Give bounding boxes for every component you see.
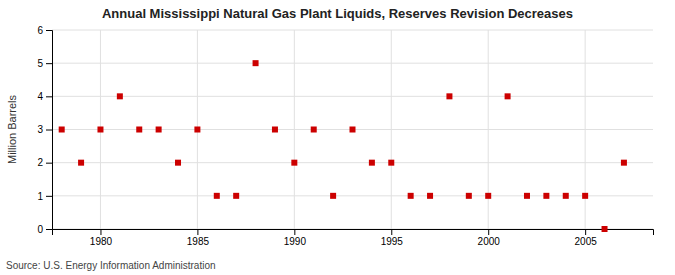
tick-mark xyxy=(46,163,52,164)
grid-line xyxy=(52,30,653,31)
tick: 4 xyxy=(37,91,52,102)
tick-mark xyxy=(100,229,101,235)
tick: 1995 xyxy=(381,229,404,247)
tick-mark xyxy=(46,130,52,131)
tick-mark xyxy=(46,30,52,31)
point xyxy=(175,160,181,166)
y-axis-title: Million Barrels xyxy=(6,94,18,164)
point xyxy=(330,193,336,199)
point xyxy=(136,127,142,133)
point xyxy=(253,60,259,66)
point xyxy=(524,193,530,199)
plot-area: 1980 1985 1990 1995 2000 2005 0 1 2 3 4 5 6 xyxy=(37,25,653,247)
point xyxy=(272,127,278,133)
point xyxy=(446,93,452,99)
chart: 1980 1985 1990 1995 2000 2005 0 1 2 3 4 5 6 Annual Mi… xyxy=(0,0,675,275)
point xyxy=(369,160,375,166)
tick-mark xyxy=(46,229,52,230)
point xyxy=(311,127,317,133)
tick: 2 xyxy=(37,157,52,168)
annotation: Source: U.S. Energy Information Administ… xyxy=(6,260,216,271)
tick-label: 1980 xyxy=(90,236,113,247)
point xyxy=(233,193,239,199)
grid-line xyxy=(294,30,295,229)
tick: 3 xyxy=(37,124,52,135)
tick-label: 1995 xyxy=(381,236,404,247)
grid-line xyxy=(52,63,653,64)
tick-mark xyxy=(46,96,52,97)
point xyxy=(214,193,220,199)
tick: 1 xyxy=(37,191,52,202)
point xyxy=(156,127,162,133)
title: Annual Mississippi Natural Gas Plant Liq… xyxy=(102,6,573,21)
tick: 5 xyxy=(37,58,52,69)
axis-line xyxy=(53,230,654,236)
point xyxy=(466,193,472,199)
tick: 6 xyxy=(37,25,52,36)
tick: 1980 xyxy=(90,229,113,247)
point xyxy=(543,193,549,199)
grid-line xyxy=(391,30,392,229)
tick-label: 0 xyxy=(37,224,43,235)
tick: 1990 xyxy=(284,229,307,247)
tick-mark xyxy=(46,196,52,197)
point xyxy=(427,193,433,199)
point xyxy=(78,160,84,166)
point xyxy=(388,160,394,166)
grid-line xyxy=(52,96,653,97)
tick-mark xyxy=(197,229,198,235)
grid-line xyxy=(585,30,586,229)
point xyxy=(291,160,297,166)
grid xyxy=(52,30,653,229)
point xyxy=(59,127,65,133)
tick: 0 xyxy=(37,224,52,235)
y-axis: 0 1 2 3 4 5 6 xyxy=(37,25,52,235)
tick-label: 2 xyxy=(37,157,43,168)
points xyxy=(59,60,627,232)
tick-mark xyxy=(294,229,295,235)
point xyxy=(582,193,588,199)
grid-line xyxy=(488,30,489,229)
tick-label: 1990 xyxy=(284,236,307,247)
point xyxy=(194,127,200,133)
x-axis: 1980 1985 1990 1995 2000 2005 xyxy=(53,229,654,247)
tick-label: 4 xyxy=(37,91,43,102)
point xyxy=(602,226,608,232)
point xyxy=(485,193,491,199)
tick-mark xyxy=(391,229,392,235)
point xyxy=(117,93,123,99)
grid-line xyxy=(52,162,653,163)
tick: 2000 xyxy=(478,229,501,247)
point xyxy=(408,193,414,199)
tick-label: 6 xyxy=(37,25,43,36)
point xyxy=(350,127,356,133)
tick-mark xyxy=(585,229,586,235)
tick-mark xyxy=(488,229,489,235)
point xyxy=(97,127,103,133)
tick-label: 2000 xyxy=(478,236,501,247)
tick-label: 3 xyxy=(37,124,43,135)
tick-label: 5 xyxy=(37,58,43,69)
point xyxy=(563,193,569,199)
tick-label: 1 xyxy=(37,191,43,202)
point xyxy=(505,93,511,99)
tick: 1985 xyxy=(187,229,210,247)
tick-label: 1985 xyxy=(187,236,210,247)
tick: 2005 xyxy=(575,229,598,247)
tick-label: 2005 xyxy=(575,236,598,247)
tick-mark xyxy=(46,63,52,64)
point xyxy=(621,160,627,166)
axis-line xyxy=(46,31,53,230)
